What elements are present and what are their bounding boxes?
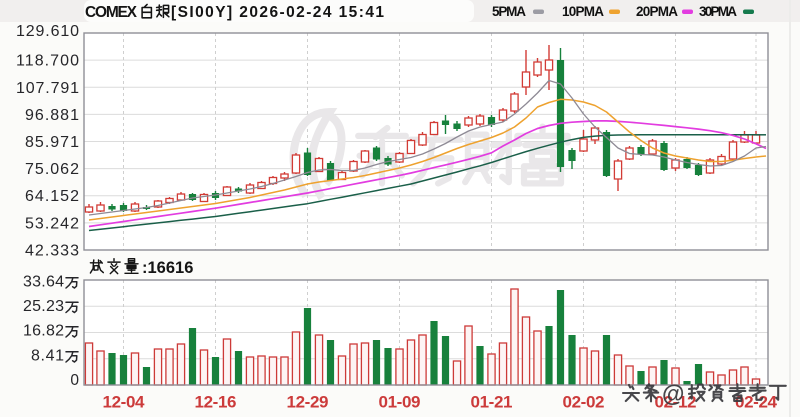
svg-text:20PMA: 20PMA <box>636 4 678 19</box>
svg-text:85.971: 85.971 <box>25 134 79 151</box>
svg-text:12-16: 12-16 <box>195 393 237 412</box>
svg-text:64.152: 64.152 <box>25 188 79 205</box>
svg-text:@: @ <box>662 381 684 407</box>
svg-text:02-02: 02-02 <box>563 393 605 412</box>
svg-text:02-24: 02-24 <box>735 393 778 412</box>
svg-text:01-09: 01-09 <box>379 393 421 412</box>
svg-text:[SI00Y] 2026-02-24 15:41: [SI00Y] 2026-02-24 15:41 <box>171 4 384 21</box>
svg-text:107.791: 107.791 <box>16 80 79 97</box>
svg-text::16616: :16616 <box>142 259 193 277</box>
svg-text:0: 0 <box>70 372 79 389</box>
svg-text:5PMA: 5PMA <box>492 4 526 19</box>
svg-text:8.41: 8.41 <box>31 348 64 365</box>
svg-text:30PMA: 30PMA <box>699 4 737 19</box>
svg-text:129.610: 129.610 <box>16 23 79 40</box>
svg-text:16.82: 16.82 <box>23 323 64 340</box>
svg-text:25.23: 25.23 <box>23 298 64 315</box>
svg-text:12-29: 12-29 <box>287 393 329 412</box>
svg-text:02-12: 02-12 <box>655 393 697 412</box>
svg-text:12-04: 12-04 <box>103 393 146 412</box>
svg-text:42.333: 42.333 <box>25 243 79 260</box>
svg-text:01-21: 01-21 <box>471 393 513 412</box>
svg-text:COMEX: COMEX <box>85 4 138 21</box>
svg-text:53.242: 53.242 <box>25 215 79 232</box>
svg-text:118.700: 118.700 <box>16 53 79 70</box>
svg-text:75.062: 75.062 <box>25 161 79 178</box>
svg-text:96.881: 96.881 <box>25 107 79 124</box>
svg-text:33.64: 33.64 <box>23 274 64 291</box>
svg-text:10PMA: 10PMA <box>562 4 604 19</box>
